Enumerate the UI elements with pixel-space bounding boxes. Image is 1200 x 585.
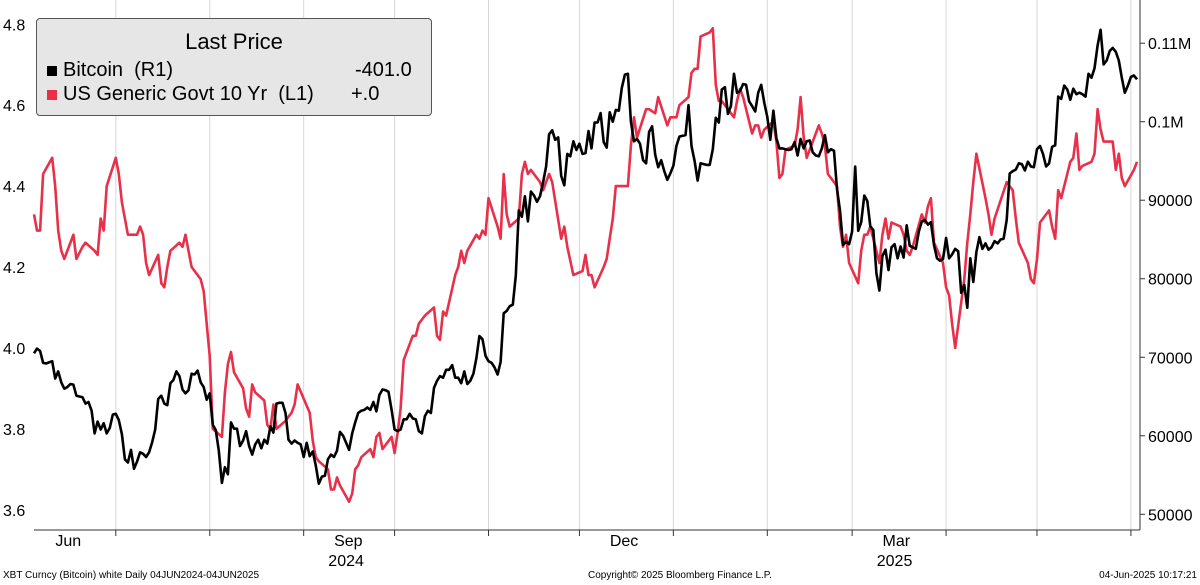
x-axis-ticks: Jun Sep 2024 Dec Mar 2025 bbox=[55, 530, 1132, 570]
legend-label-us-10yr: US Generic Govt 10 Yr (L1) bbox=[63, 83, 314, 105]
footer-left: XBT Curncy (Bitcoin) white Daily 04JUN20… bbox=[3, 570, 260, 581]
legend-title: Last Price bbox=[185, 29, 283, 54]
footer-center: Copyright© 2025 Bloomberg Finance L.P. bbox=[588, 570, 772, 581]
series-line-us-generic-govt-10-yr bbox=[32, 27, 1139, 503]
right-tick-label-3: 80000 bbox=[1148, 272, 1193, 289]
x-tick-label-sep: Sep bbox=[334, 533, 363, 550]
x-tick-label-dec: Dec bbox=[610, 533, 638, 550]
footer-right: 04-Jun-2025 10:17:21 bbox=[1099, 570, 1197, 581]
legend-swatch-us-10yr bbox=[47, 90, 57, 100]
right-tick-label-1: 60000 bbox=[1148, 429, 1193, 446]
right-tick-label-6: 0.11M bbox=[1148, 36, 1191, 53]
right-tick-label-2: 70000 bbox=[1148, 350, 1193, 367]
left-tick-label-2: 4.0 bbox=[3, 341, 25, 358]
legend-value-us-10yr: +.0 bbox=[351, 83, 380, 105]
left-tick-label-0: 3.6 bbox=[3, 503, 25, 520]
x-tick-label-2024: 2024 bbox=[328, 553, 364, 570]
legend-label-bitcoin: Bitcoin (R1) bbox=[63, 59, 174, 81]
chart-axes bbox=[34, 0, 1141, 531]
legend-value-bitcoin: -401.0 bbox=[355, 59, 412, 81]
x-tick-label-jun: Jun bbox=[55, 533, 81, 550]
legend-entry-us-10yr: US Generic Govt 10 Yr (L1) +.0 bbox=[47, 83, 421, 107]
right-tick-label-0: 50000 bbox=[1148, 507, 1193, 524]
left-tick-label-1: 3.8 bbox=[3, 422, 25, 439]
x-tick-label-2025: 2025 bbox=[877, 553, 913, 570]
right-axis-ticks: 50000 60000 70000 80000 90000 0.1M 0.11M bbox=[1140, 36, 1193, 524]
left-tick-label-3: 4.2 bbox=[3, 260, 25, 277]
series-layer bbox=[32, 27, 1139, 503]
left-tick-label-4: 4.4 bbox=[3, 179, 25, 196]
left-tick-label-6: 4.8 bbox=[3, 17, 25, 34]
series-line-bitcoin bbox=[32, 28, 1139, 485]
left-tick-label-5: 4.6 bbox=[3, 98, 25, 115]
legend-entry-bitcoin: Bitcoin (R1) -401.0 bbox=[47, 59, 421, 83]
legend-swatch-bitcoin bbox=[47, 66, 57, 76]
left-axis-ticks: 3.6 3.8 4.0 4.2 4.4 4.6 4.8 bbox=[3, 17, 25, 519]
legend-box: Last Price Bitcoin (R1) -401.0 US Generi… bbox=[36, 18, 432, 116]
right-tick-label-5: 0.1M bbox=[1148, 115, 1184, 132]
x-tick-label-mar: Mar bbox=[883, 533, 911, 550]
right-tick-label-4: 90000 bbox=[1148, 193, 1193, 210]
